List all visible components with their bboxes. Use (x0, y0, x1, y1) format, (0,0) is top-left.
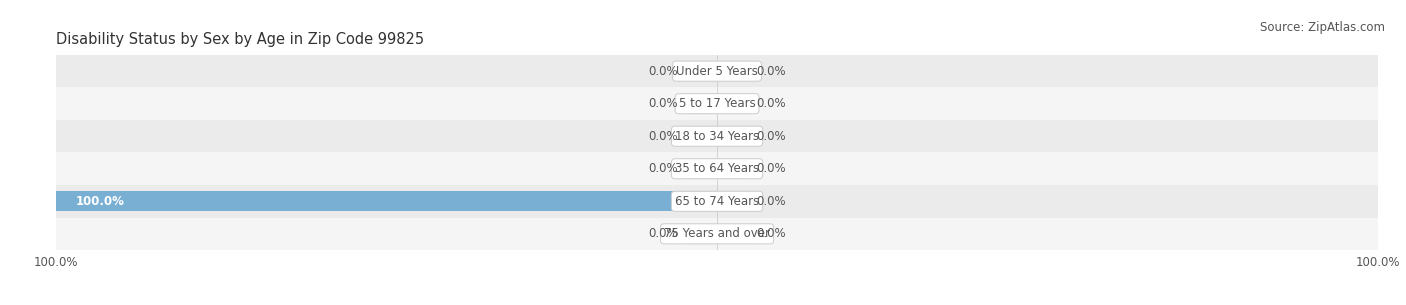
Bar (56, 120, 1378, 152)
Text: Under 5 Years: Under 5 Years (676, 65, 758, 78)
Bar (56, 55, 1378, 88)
Text: Source: ZipAtlas.com: Source: ZipAtlas.com (1260, 21, 1385, 34)
Text: 35 to 64 Years: 35 to 64 Years (675, 162, 759, 175)
Text: 0.0%: 0.0% (648, 227, 678, 240)
Text: 5 to 17 Years: 5 to 17 Years (679, 97, 755, 110)
Text: 75 Years and over: 75 Years and over (664, 227, 770, 240)
Text: 100.0%: 100.0% (76, 195, 125, 208)
Text: 0.0%: 0.0% (648, 65, 678, 78)
Bar (717, 224, 747, 244)
Bar (717, 159, 747, 179)
Bar (717, 126, 747, 146)
Text: 0.0%: 0.0% (756, 195, 786, 208)
Bar (56, 152, 1378, 185)
Bar (688, 94, 717, 114)
Text: 65 to 74 Years: 65 to 74 Years (675, 195, 759, 208)
Bar (56, 217, 1378, 250)
Text: 0.0%: 0.0% (648, 130, 678, 143)
Bar (56, 88, 1378, 120)
Bar (688, 61, 717, 81)
Text: 0.0%: 0.0% (756, 227, 786, 240)
Text: 18 to 34 Years: 18 to 34 Years (675, 130, 759, 143)
Bar (688, 159, 717, 179)
Text: 0.0%: 0.0% (648, 97, 678, 110)
Bar (717, 191, 747, 211)
Bar (688, 126, 717, 146)
Bar (56, 191, 717, 211)
Text: 0.0%: 0.0% (756, 130, 786, 143)
Text: 0.0%: 0.0% (648, 162, 678, 175)
Text: 0.0%: 0.0% (756, 162, 786, 175)
Text: 0.0%: 0.0% (756, 97, 786, 110)
Text: Disability Status by Sex by Age in Zip Code 99825: Disability Status by Sex by Age in Zip C… (56, 32, 425, 47)
Bar (688, 224, 717, 244)
Text: 0.0%: 0.0% (756, 65, 786, 78)
Bar (56, 185, 1378, 217)
Bar (717, 94, 747, 114)
Bar (717, 61, 747, 81)
